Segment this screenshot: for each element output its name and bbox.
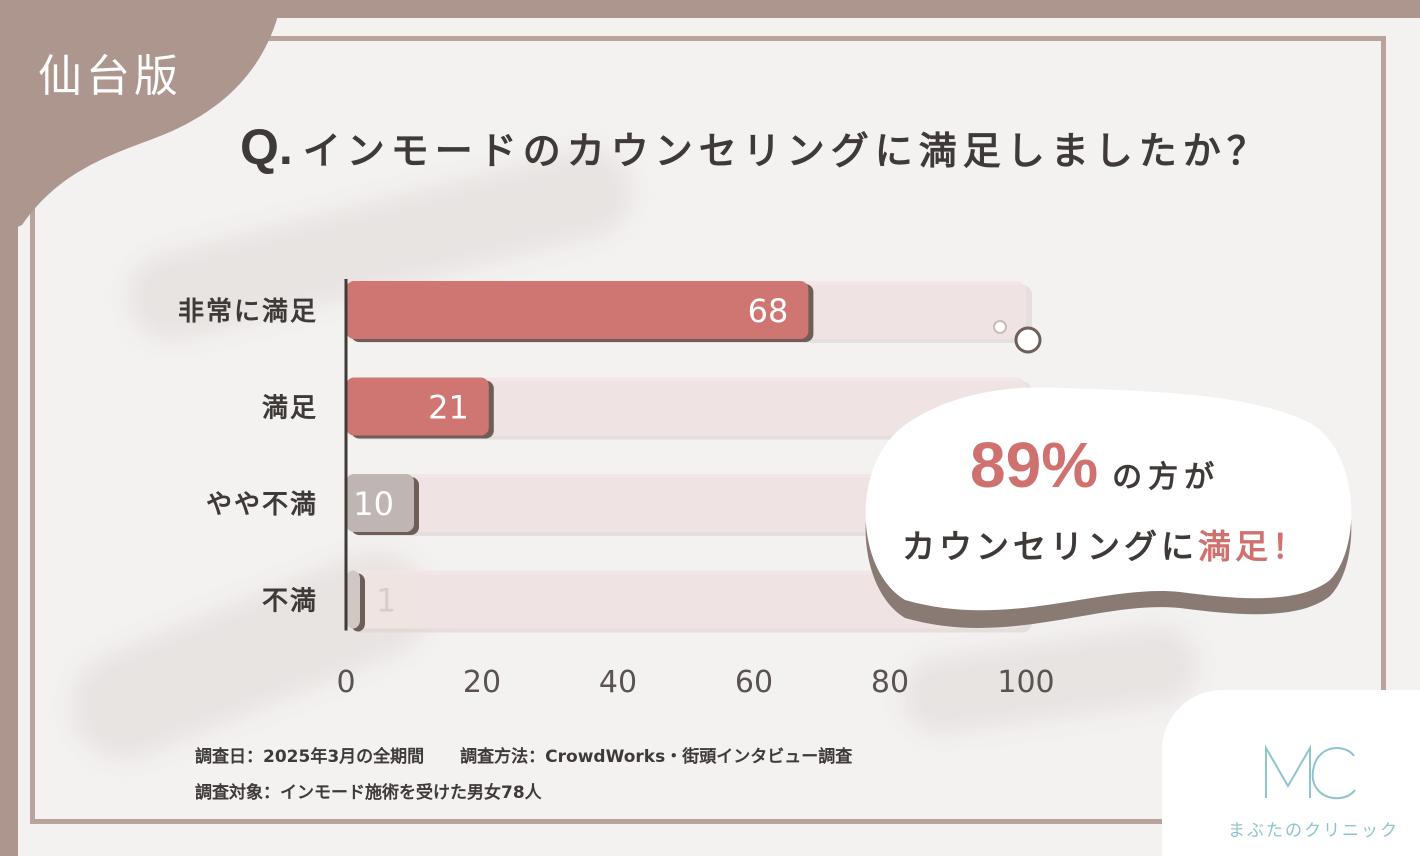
bar-track — [346, 474, 1026, 532]
bar — [346, 281, 809, 339]
category-label: 満足 — [262, 394, 318, 424]
callout-line-1: 89% の方が — [970, 428, 1220, 502]
bar — [346, 474, 414, 532]
question-prefix: Q. — [240, 119, 293, 175]
survey-note-line-1: 調査日：2025年3月の全期間 調査方法：CrowdWorks・街頭インタビュー調… — [195, 742, 852, 767]
callout-line2-main: カウンセリングに — [902, 527, 1198, 566]
x-tick-label: 100 — [997, 665, 1054, 700]
x-tick-label: 60 — [735, 665, 773, 700]
survey-date: 調査日：2025年3月の全期間 — [195, 747, 425, 767]
callout-highlight: 満足！ — [1198, 527, 1309, 566]
bar-value-label: 10 — [353, 485, 394, 523]
callout-percent: 89% — [970, 429, 1099, 501]
x-tick-label: 0 — [336, 665, 355, 700]
category-label: やや不満 — [206, 490, 318, 520]
bar-value-label: 1 — [376, 582, 396, 620]
edition-label: 仙台版 — [38, 51, 182, 102]
decorative-dots — [993, 320, 1042, 354]
bar — [346, 570, 360, 629]
bar-value-label: 21 — [428, 389, 469, 427]
bar-value-label: 68 — [748, 292, 789, 330]
card-frame — [30, 36, 1386, 824]
question-text: インモードのカウンセリングに満足しましたか？ — [302, 129, 1271, 173]
callout-suffix: の方が — [1112, 460, 1221, 495]
survey-note-line-2: 調査対象：インモード施術を受けた男女78人 — [195, 778, 542, 803]
clinic-name: まぶたのクリニック — [1228, 821, 1399, 841]
bar-track — [346, 570, 1026, 629]
survey-target: 調査対象：インモード施術を受けた男女78人 — [195, 783, 542, 803]
bar-track — [346, 377, 1026, 436]
callout-line-2: カウンセリングに満足！ — [902, 520, 1309, 568]
x-tick-label: 40 — [599, 665, 637, 700]
clinic-logo-icon — [1265, 744, 1356, 800]
survey-method: 調査方法：CrowdWorks・街頭インタビュー調査 — [460, 747, 853, 767]
callout-bubble — [865, 387, 1352, 628]
x-tick-label: 20 — [463, 665, 501, 700]
x-tick-label: 80 — [871, 665, 909, 700]
logo-panel — [1162, 690, 1420, 856]
question-title: Q. インモードのカウンセリングに満足しましたか？ — [240, 118, 1271, 176]
bar — [346, 377, 489, 436]
category-label: 不満 — [262, 587, 318, 617]
category-label: 非常に満足 — [178, 297, 318, 327]
edition-corner-tab — [0, 0, 282, 235]
